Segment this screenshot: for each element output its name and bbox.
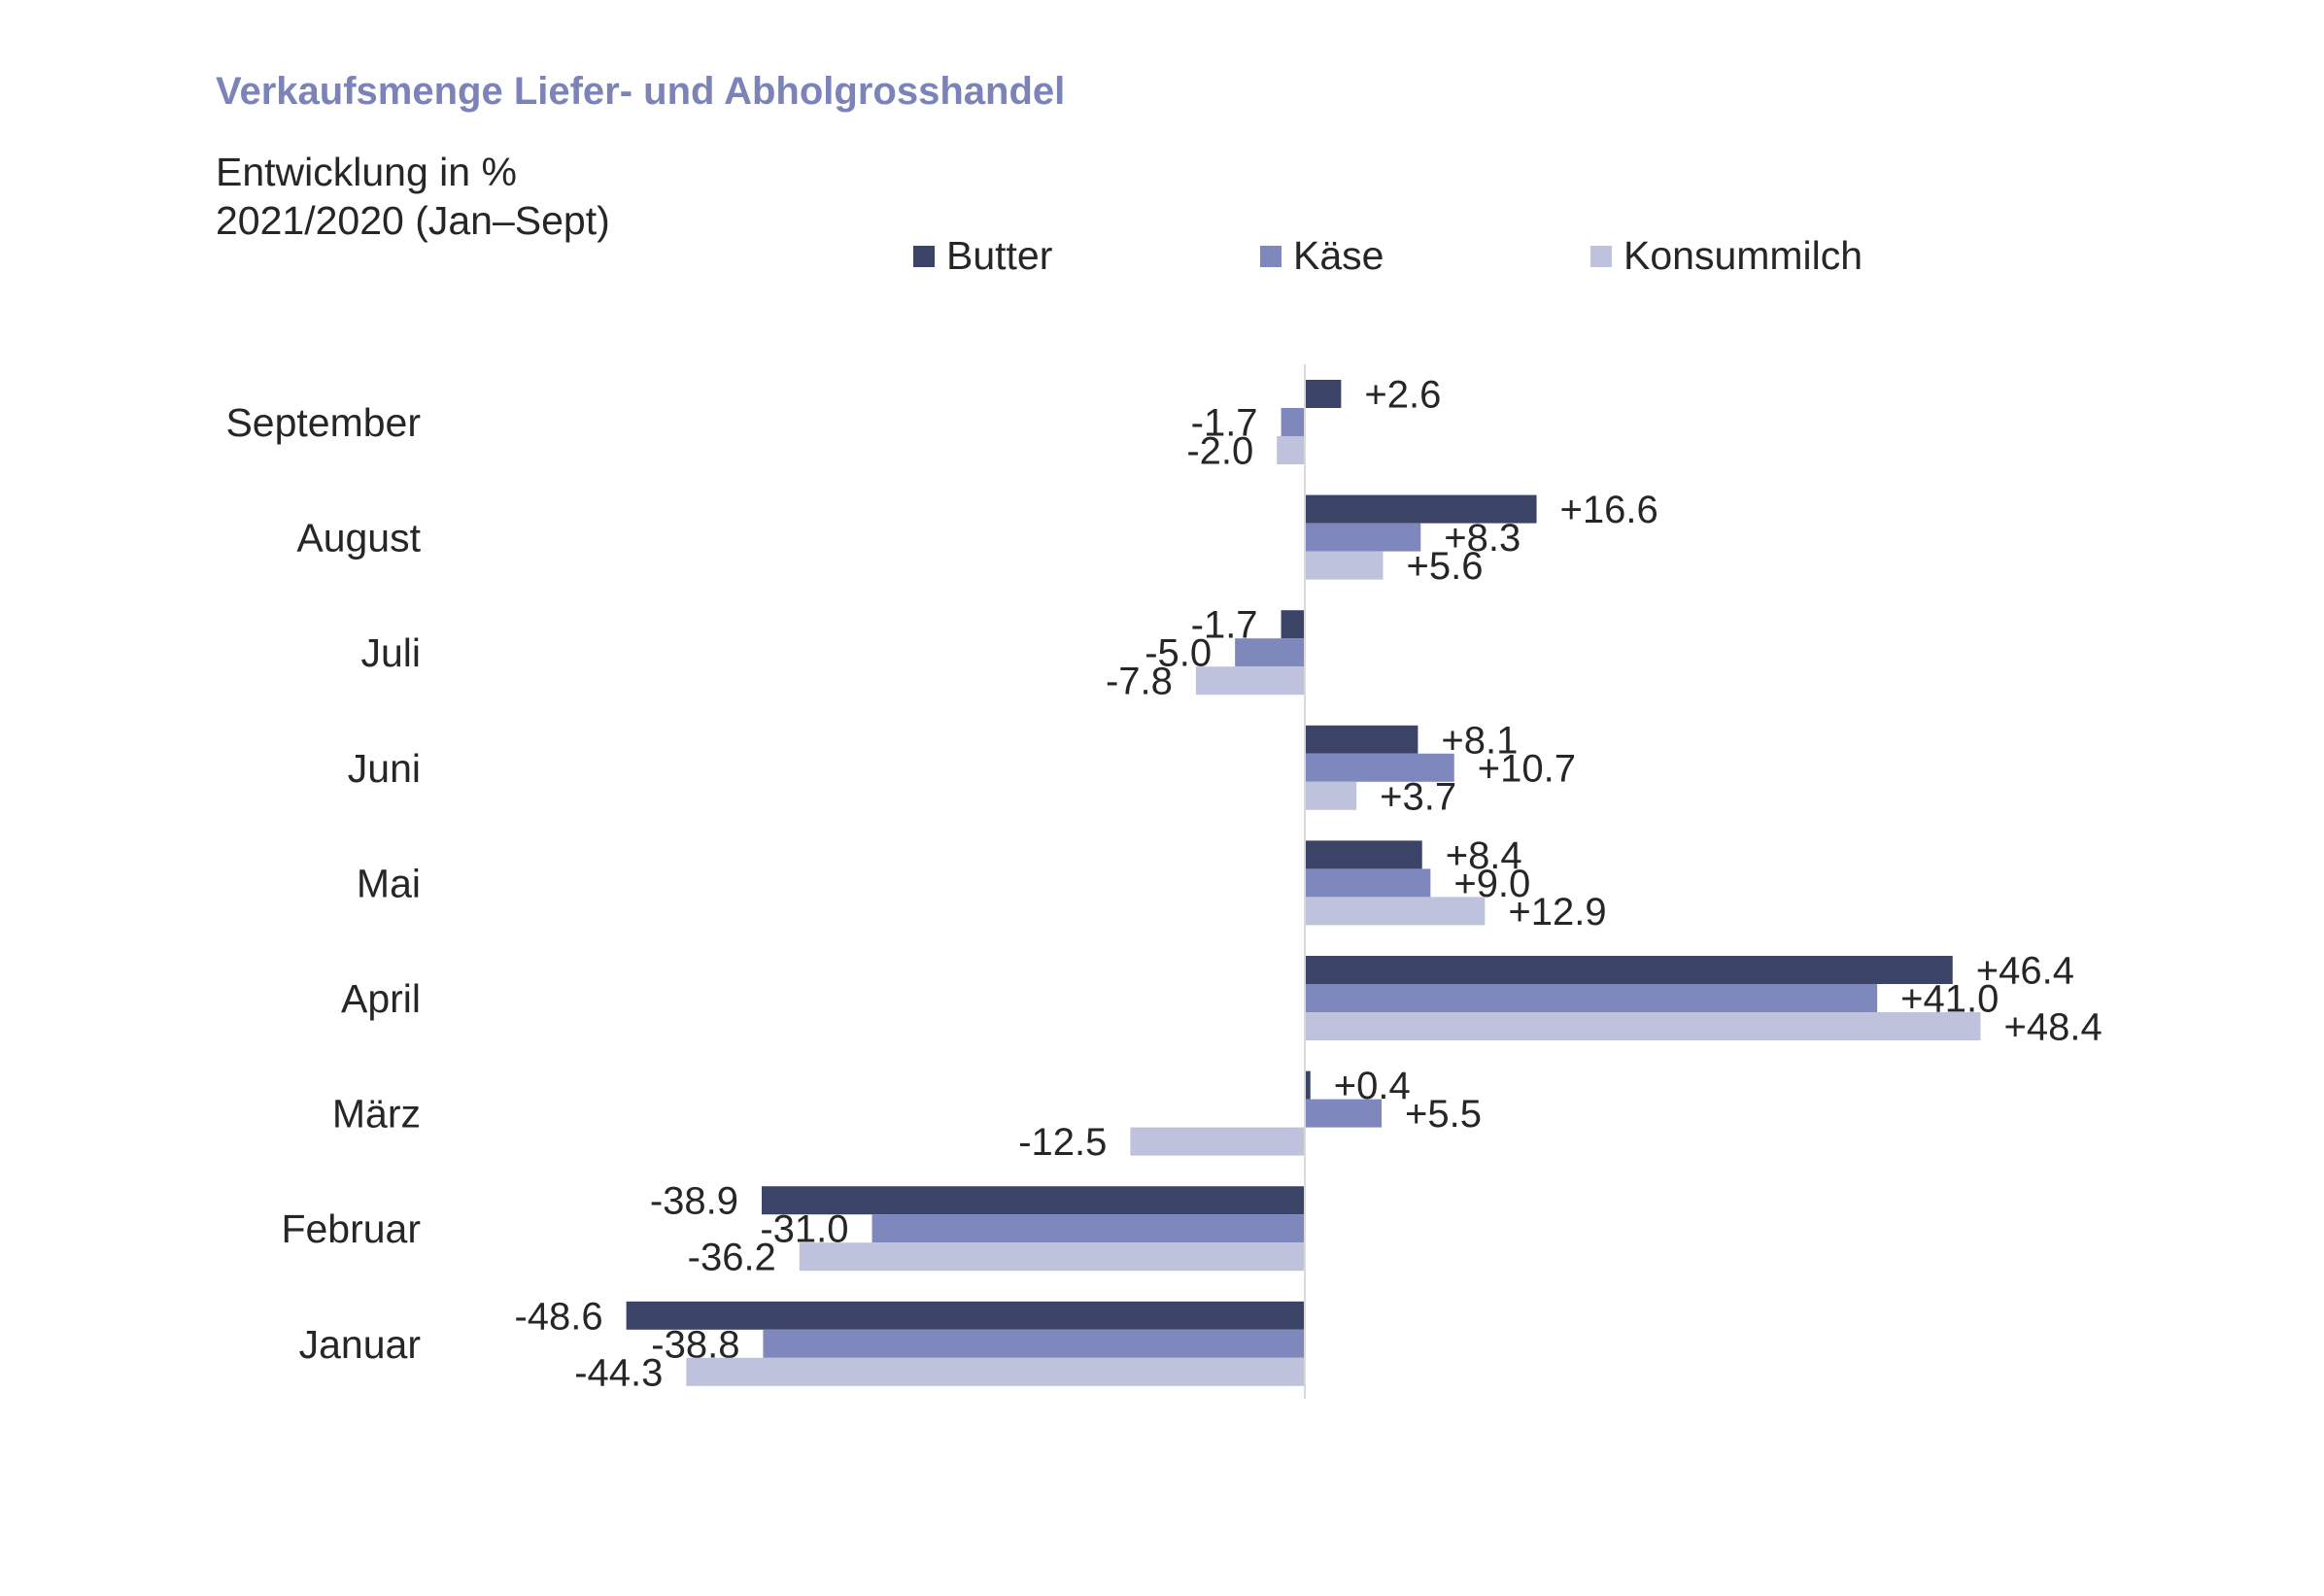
bar-3-0	[1305, 725, 1418, 754]
category-label-2: Juli	[360, 630, 421, 675]
bar-3-2	[1305, 781, 1357, 810]
bar-8-1	[763, 1329, 1305, 1358]
category-label-7: Februar	[281, 1206, 421, 1251]
data-label-1-0: +16.6	[1560, 489, 1658, 531]
bar-4-1	[1305, 868, 1431, 898]
data-label-2-2: -7.8	[1106, 661, 1173, 703]
data-label-7-0: -38.9	[650, 1180, 738, 1223]
data-label-8-0: -48.6	[514, 1295, 602, 1338]
subtitle-line-1: Entwicklung in %	[216, 150, 517, 194]
legend-label-2: Konsummilch	[1623, 233, 1863, 278]
bar-7-1	[872, 1214, 1305, 1243]
legend-swatch-1	[1260, 246, 1282, 267]
data-label-6-1: +5.5	[1405, 1093, 1482, 1136]
bar-5-2	[1305, 1012, 1981, 1040]
data-label-0-2: -2.0	[1186, 430, 1253, 473]
bar-0-1	[1281, 408, 1305, 436]
chart-title: Verkaufsmenge Liefer- und Abholgrosshand…	[216, 70, 1066, 113]
legend-swatch-0	[913, 246, 935, 267]
data-label-3-1: +10.7	[1478, 747, 1576, 790]
data-label-4-0: +8.4	[1446, 834, 1522, 877]
data-label-5-2: +48.4	[2004, 1006, 2102, 1049]
data-label-3-2: +3.7	[1380, 775, 1456, 818]
legend-label-0: Butter	[946, 233, 1052, 278]
bar-5-0	[1305, 956, 1953, 984]
bar-7-0	[762, 1186, 1305, 1215]
data-label-1-2: +5.6	[1406, 545, 1483, 588]
bar-5-1	[1305, 984, 1878, 1012]
category-label-8: Januar	[299, 1322, 421, 1367]
subtitle-line-2: 2021/2020 (Jan–Sept)	[216, 198, 610, 243]
category-label-5: April	[341, 976, 421, 1021]
category-label-3: Juni	[348, 746, 421, 791]
bar-6-0	[1305, 1070, 1311, 1100]
data-label-8-2: -44.3	[574, 1351, 663, 1394]
bar-4-2	[1305, 897, 1486, 926]
bar-0-0	[1305, 380, 1342, 408]
bar-7-2	[799, 1242, 1305, 1272]
bar-1-1	[1305, 523, 1421, 552]
category-label-6: März	[332, 1092, 421, 1137]
legend-label-1: Käse	[1293, 233, 1384, 278]
data-label-7-2: -36.2	[688, 1237, 776, 1279]
data-label-0-1: -1.7	[1191, 402, 1258, 445]
bar-8-0	[626, 1301, 1305, 1330]
bar-2-1	[1235, 638, 1305, 667]
category-label-1: August	[296, 516, 421, 560]
bar-2-0	[1281, 610, 1305, 639]
bar-6-1	[1305, 1099, 1383, 1128]
category-label-4: Mai	[357, 861, 421, 905]
bar-1-0	[1305, 494, 1537, 524]
bar-6-2	[1130, 1127, 1305, 1156]
data-label-4-2: +12.9	[1508, 891, 1606, 934]
category-label-0: September	[225, 400, 421, 445]
bar-3-1	[1305, 753, 1454, 782]
data-label-1-1: +8.3	[1444, 517, 1521, 560]
bar-8-2	[686, 1357, 1305, 1386]
legend-swatch-2	[1590, 246, 1612, 267]
data-label-5-0: +46.4	[1976, 950, 2074, 993]
bar-2-2	[1195, 666, 1305, 696]
data-label-0-0: +2.6	[1364, 374, 1441, 417]
bar-0-2	[1277, 436, 1305, 464]
bar-1-2	[1305, 551, 1384, 580]
bar-4-0	[1305, 840, 1422, 869]
data-label-6-2: -12.5	[1018, 1121, 1107, 1164]
chart-subtitle: Entwicklung in % 2021/2020 (Jan–Sept)	[216, 148, 610, 245]
